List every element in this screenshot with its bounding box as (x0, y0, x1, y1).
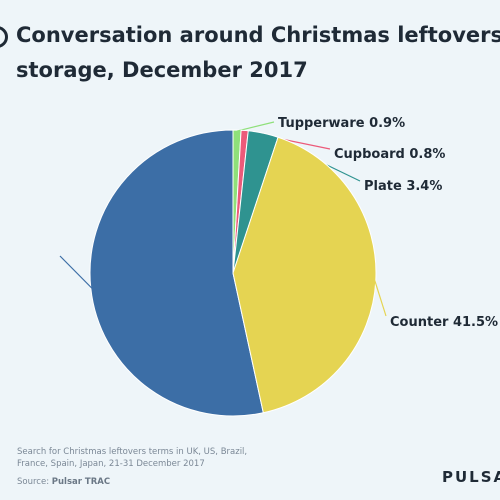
chart-title-line-2: storage, December 2017 (16, 58, 308, 82)
leader-line-fridge (59, 255, 93, 289)
data-label-counter: Counter 41.5% (390, 315, 498, 330)
leader-line-counter (374, 280, 387, 317)
pie-slice-fridge (89, 129, 264, 417)
leader-line-tupperware (236, 121, 275, 132)
footnote-line-1: Search for Christmas leftovers terms in … (17, 447, 248, 457)
data-label-tupperware: Tupperware 0.9% (278, 116, 405, 131)
source-value: Pulsar TRAC (51, 477, 111, 487)
source-label: Source: (17, 477, 50, 487)
pie-slice-counter (232, 136, 377, 414)
data-label-plate: Plate 3.4% (364, 179, 442, 194)
source-note: Source: Pulsar TRAC (17, 477, 110, 487)
footnote-line-2: France, Spain, Japan, 21-31 December 201… (17, 459, 205, 469)
brand-wordmark: PULSAR (442, 468, 500, 486)
data-label-cupboard: Cupboard 0.8% (334, 147, 445, 162)
chart-title-line-1: Conversation around Christmas leftovers (16, 23, 500, 47)
